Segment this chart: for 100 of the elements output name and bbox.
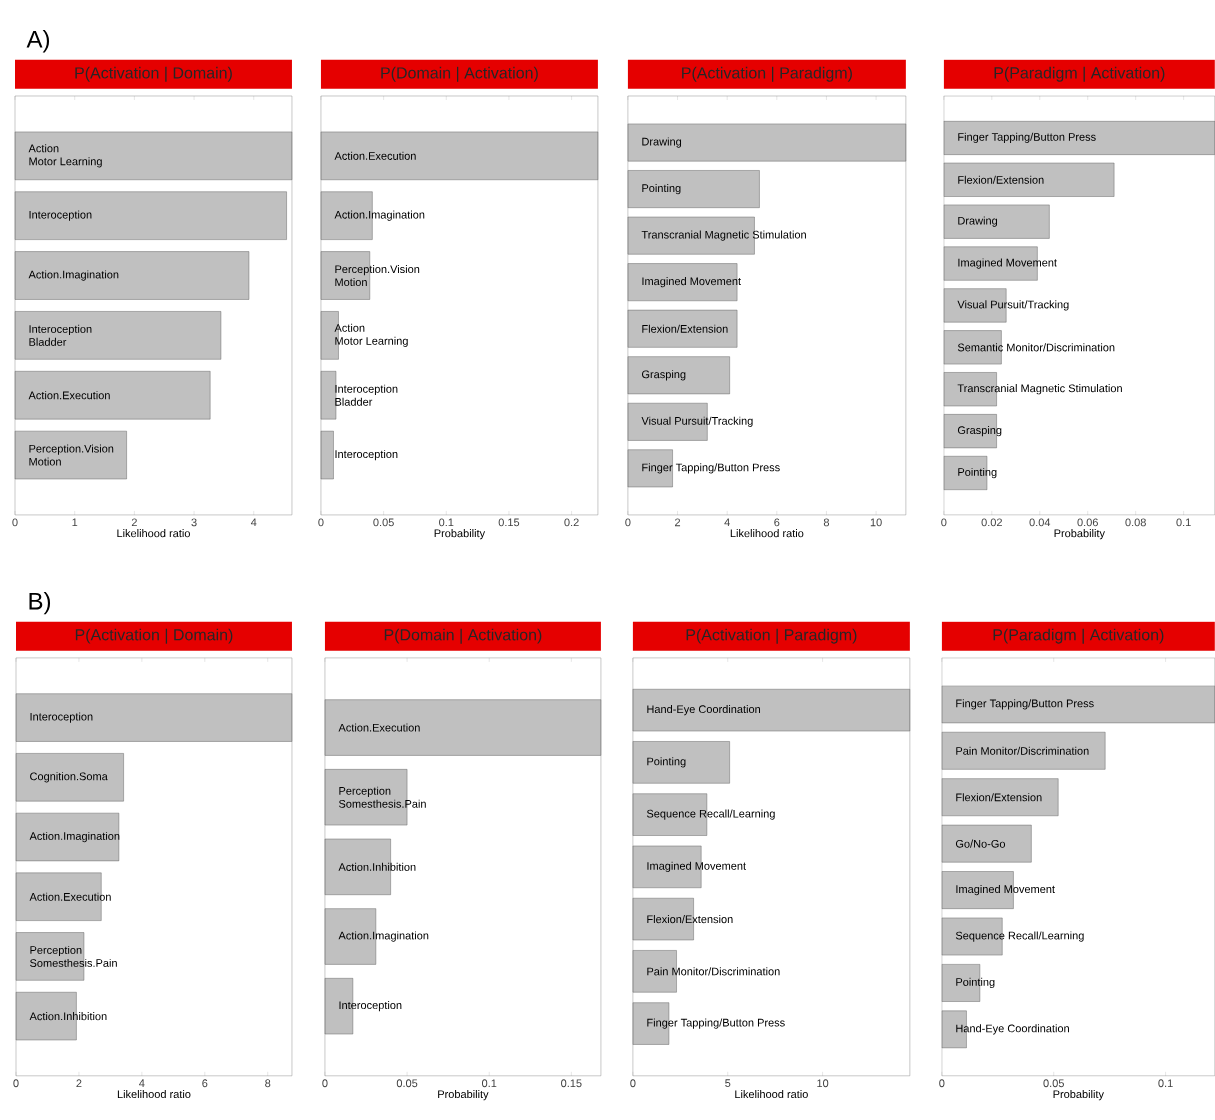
x-tick-label: 0.15	[561, 1079, 582, 1088]
y-tick-label: Transcranial Magnetic Stimulation	[641, 230, 806, 241]
x-tick-label: 0	[939, 1079, 945, 1088]
x-axis-title: Likelihood ratio	[735, 1090, 808, 1099]
y-tick-label: Finger Tapping/Button Press	[956, 699, 1094, 710]
y-tick-label: Interoception	[339, 1001, 402, 1012]
bar	[941, 685, 1215, 724]
x-tick-label: 0.1	[1158, 1079, 1173, 1088]
y-tick-label: Grasping	[641, 370, 686, 381]
bar	[320, 371, 337, 420]
y-tick-label: Grasping	[957, 426, 1002, 437]
y-tick-label: Interoception	[335, 450, 398, 461]
x-tick-label: 0	[941, 518, 947, 527]
x-tick-label: 3	[191, 518, 197, 527]
bar	[627, 356, 730, 395]
bar	[943, 204, 1050, 239]
bar	[941, 917, 1003, 956]
y-tick-label: Finger Tapping/Button Press	[647, 1018, 785, 1029]
y-tick-label: Drawing	[958, 216, 998, 227]
y-tick-label: Perception.Vision Motion	[335, 265, 420, 287]
x-axis-title: Probability	[434, 529, 486, 540]
x-tick-label: 4	[724, 518, 730, 527]
y-tick-label: Interoception	[30, 712, 93, 723]
x-axis-title: Probability	[1054, 529, 1105, 540]
bar	[320, 431, 334, 480]
y-tick-label: Transcranial Magnetic Stimulation	[957, 384, 1122, 395]
y-tick-label: Finger Tapping/Button Press	[642, 463, 780, 474]
x-tick-label: 0.04	[1029, 518, 1051, 527]
x-tick-label: 0.15	[498, 518, 520, 527]
y-tick-label: Pain Monitor/Discrimination	[956, 746, 1089, 755]
y-tick-label: Action.Execution	[29, 892, 111, 901]
y-tick-label: Imagined Movement	[958, 258, 1057, 269]
bar	[14, 191, 287, 240]
y-tick-label: Action.Imagination	[338, 931, 429, 942]
bar	[627, 216, 755, 255]
y-tick-label: Action.Imagination	[28, 270, 119, 281]
x-tick-label: 2	[76, 1079, 82, 1088]
y-tick-label: Action.Execution	[338, 723, 420, 732]
y-tick-label: Flexion/Extension	[956, 793, 1042, 802]
y-tick-label: Go/No-Go	[955, 839, 1006, 848]
x-tick-label: 0.06	[1077, 518, 1098, 527]
chart-title: P(Activation | Paradigm)	[682, 66, 852, 82]
x-tick-label: 1	[72, 518, 78, 527]
chart-title: P(Paradigm | Activation)	[994, 66, 1165, 82]
x-tick-label: 4	[139, 1079, 145, 1088]
y-tick-label: Semantic Monitor/Discrimination	[957, 343, 1115, 352]
bar	[627, 170, 760, 208]
x-tick-label: 0	[630, 1079, 636, 1088]
x-tick-label: 0.05	[1043, 1079, 1064, 1088]
y-tick-label: Perception Somesthesis.Pain	[30, 945, 117, 968]
y-tick-label: Action.Imagination	[29, 831, 120, 843]
x-tick-label: 0.05	[373, 518, 394, 527]
x-tick-label: 0.2	[564, 518, 579, 527]
bar	[943, 330, 1002, 365]
bar	[627, 449, 673, 488]
chart-title: P(Domain | Activation)	[381, 66, 538, 82]
chart-title: P(Activation | Paradigm)	[686, 628, 857, 644]
x-tick-label: 0.1	[1176, 518, 1191, 527]
chart-title: P(Domain | Activation)	[384, 628, 542, 644]
chart-title: P(Activation | Domain)	[75, 628, 233, 644]
chart-title: P(Activation | Domain)	[75, 66, 232, 82]
bar	[14, 311, 222, 360]
x-axis-title: Likelihood ratio	[117, 1090, 191, 1099]
x-tick-label: 8	[823, 518, 830, 527]
bar	[320, 131, 599, 181]
x-tick-label: 2	[131, 518, 137, 527]
y-tick-label: Action.Execution	[28, 391, 110, 400]
bar	[14, 431, 127, 480]
y-tick-label: Action.Execution	[334, 151, 416, 160]
y-tick-label: Flexion/Extension	[958, 175, 1044, 184]
y-tick-label: Pointing	[647, 757, 686, 768]
x-tick-label: 0	[13, 1079, 19, 1088]
y-tick-label: Pointing	[958, 467, 997, 479]
y-tick-label: Visual Pursuit/Tracking	[957, 300, 1069, 311]
bar	[14, 131, 293, 181]
bar	[941, 824, 1032, 863]
y-tick-label: Pain Monitor/Discrimination	[647, 967, 780, 976]
x-tick-label: 6	[202, 1079, 208, 1088]
y-tick-label: Perception Somesthesis.Pain	[338, 786, 426, 808]
bar	[15, 813, 120, 862]
y-tick-label: Drawing	[642, 137, 682, 148]
y-tick-label: Flexion/Extension	[647, 915, 733, 924]
y-tick-label: Imagined Movement	[642, 277, 741, 288]
x-tick-label: 0.02	[981, 518, 1002, 527]
x-tick-label: 10	[870, 518, 882, 527]
chart-title: P(Paradigm | Activation)	[993, 628, 1164, 644]
x-axis-title: Probability	[1053, 1090, 1104, 1101]
bar	[627, 310, 738, 348]
bar	[941, 732, 1106, 770]
bar	[14, 371, 211, 420]
x-tick-label: 0	[12, 518, 18, 527]
bar	[15, 693, 293, 742]
y-tick-label: Sequence Recall/Learning	[646, 809, 775, 820]
y-tick-label: Visual Pursuit/Tracking	[641, 416, 753, 428]
y-tick-label: Interoception Bladder	[335, 384, 398, 406]
y-tick-label: Perception.Vision Motion	[29, 444, 114, 466]
x-tick-label: 8	[265, 1079, 271, 1088]
x-tick-label: 0	[318, 518, 324, 527]
x-axis-title: Probability	[438, 1090, 489, 1101]
text: A)	[26, 30, 50, 53]
